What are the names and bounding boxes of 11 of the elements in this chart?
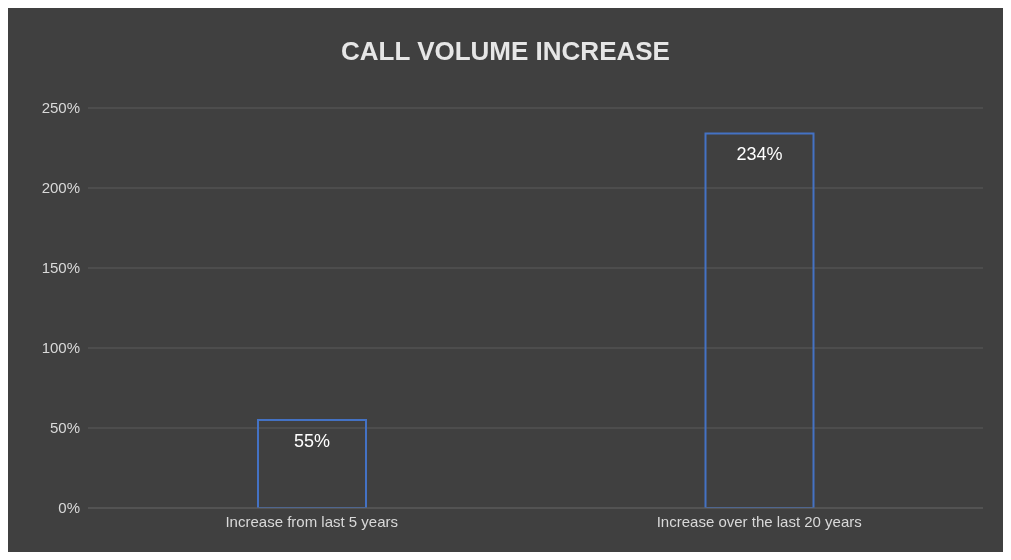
x-tick-label: Increase from last 5 years: [225, 512, 399, 530]
x-tick-label: Increase over the last 20 years: [656, 512, 862, 530]
y-tick-label: 250%: [41, 99, 80, 117]
data-label: 234%: [736, 144, 783, 165]
y-tick-label: 200%: [41, 179, 80, 197]
y-tick-label: 50%: [49, 419, 80, 437]
y-tick-label: 0%: [58, 499, 80, 517]
chart-title: CALL VOLUME INCREASE: [340, 36, 671, 67]
y-tick-label: 150%: [41, 259, 80, 277]
data-label: 55%: [293, 430, 331, 451]
y-tick-label: 100%: [41, 339, 80, 357]
